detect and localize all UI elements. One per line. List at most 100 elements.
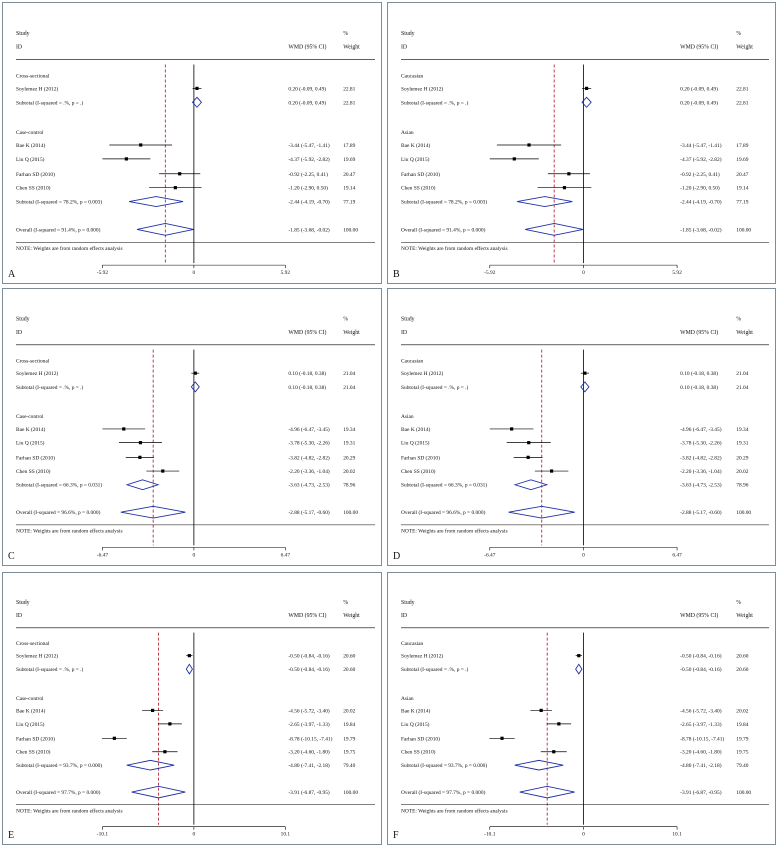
header-wmd: WMD (95% CI): [288, 44, 326, 51]
forest-plot-svg: Study ID WMD (95% CI)% Weight Cross-sectiona…: [8, 31, 375, 280]
study-label: Chen SS (2010): [401, 185, 436, 192]
note-text: NOTE: Weights are from random effects an…: [16, 245, 123, 252]
subtotal-diamond: [575, 663, 583, 675]
study-label: Farhan SD (2010): [16, 171, 55, 178]
weight-value: 100.00: [736, 510, 751, 516]
header-weight: Weight: [343, 45, 360, 51]
ci-value: -3.63 (-4.73, -2.53): [680, 482, 722, 489]
subtotal-label: Subtotal (I-squared = .%, p = .): [16, 384, 84, 391]
ci-value: -2.20 (-3.36, -1.04): [288, 468, 330, 475]
ci-value: -8.78 (-10.15, -7.41): [680, 735, 724, 742]
ci-value: -0.92 (-2.25, 0.41): [680, 171, 720, 178]
point-estimate: [178, 172, 182, 176]
header-wmd: WMD (95% CI): [288, 329, 326, 336]
weight-value: 19.75: [736, 750, 748, 756]
overall-label: Overall (I-squared = 97.7%, p = 0.000): [401, 789, 486, 796]
weight-value: 19.14: [343, 186, 355, 192]
subtotal-diamond: [126, 759, 175, 771]
point-estimate: [557, 722, 561, 726]
weight-value: 20.60: [736, 654, 748, 660]
ci-value: 0.20 (-0.09, 0.49): [288, 99, 326, 106]
overall-diamond: [120, 505, 186, 519]
study-label: Bae K (2014): [16, 142, 46, 149]
study-label: Farhan SD (2010): [401, 171, 440, 178]
weight-value: 100.00: [343, 227, 358, 233]
weight-value: 20.02: [736, 708, 748, 714]
header-weight: Weight: [343, 613, 360, 619]
header-id: ID: [16, 45, 22, 51]
ci-value: -0.50 (-0.84, -0.16): [288, 666, 330, 673]
ci-value: 0.10 (-0.18, 0.38): [680, 384, 718, 391]
weight-value: 20.02: [343, 469, 355, 475]
overall-diamond: [525, 222, 584, 236]
point-estimate: [122, 427, 126, 431]
group-heading: Cross-sectional: [16, 358, 50, 364]
group-heading: Asian: [401, 130, 414, 136]
study-label: Farhan SD (2010): [16, 735, 55, 742]
study-label: Farhan SD (2010): [401, 454, 440, 461]
point-estimate: [163, 750, 167, 754]
header-percent: %: [736, 31, 741, 37]
ci-value: -2.20 (-3.36, -1.04): [680, 468, 722, 475]
ci-value: -3.82 (-4.82, -2.82): [680, 454, 722, 461]
overall-label: Overall (I-squared = 97.7%, p = 0.000): [16, 789, 101, 796]
ci-value: -2.65 (-3.97, -1.33): [288, 721, 330, 728]
subtotal-diamond: [125, 479, 160, 491]
forest-plot-svg: Study ID WMD (95% CI)% Weight Cross-sectiona…: [8, 316, 375, 562]
panel-letter: C: [8, 551, 15, 562]
weight-value: 100.00: [736, 227, 751, 233]
point-estimate: [112, 736, 116, 740]
ci-value: -3.44 (-5.47, -1.41): [680, 142, 722, 149]
weight-value: 22.81: [343, 100, 355, 106]
x-tick-label: -6.47: [484, 552, 496, 558]
subtotal-label: Subtotal (I-squared = 78.2%, p = 0.003): [16, 199, 102, 206]
study-label: Soylemez H (2012): [16, 85, 58, 92]
x-tick-label: 10.1: [672, 832, 682, 838]
overall-label: Overall (I-squared = 96.6%, p = 0.000): [401, 509, 486, 516]
overall-diamond: [136, 222, 194, 236]
weight-value: 78.96: [736, 483, 748, 489]
subtotal-label: Subtotal (I-squared = 93.7%, p = 0.000): [401, 762, 487, 769]
x-tick-label: 6.47: [281, 552, 291, 558]
weight-value: 21.04: [736, 371, 748, 377]
ci-value: -4.56 (-5.72, -3.40): [288, 707, 330, 714]
weight-value: 77.19: [736, 200, 748, 206]
ci-value: -2.88 (-5.17, -0.60): [288, 509, 330, 516]
subtotal-diamond: [129, 196, 184, 208]
point-estimate: [500, 736, 504, 740]
header-id: ID: [16, 613, 22, 619]
group-heading: Caucasian: [401, 641, 423, 647]
ci-value: -4.37 (-5.92, -2.82): [680, 156, 722, 163]
weight-value: 19.79: [343, 736, 355, 742]
study-label: Bae K (2014): [16, 707, 46, 714]
point-estimate: [139, 143, 143, 147]
ci-value: -8.78 (-10.15, -7.41): [288, 735, 332, 742]
group-heading: Cross-sectional: [16, 641, 50, 647]
header-wmd: WMD (95% CI): [680, 329, 718, 336]
weight-value: 20.29: [736, 455, 748, 461]
weight-value: 19.34: [736, 427, 748, 433]
group-heading: Case-control: [16, 696, 44, 702]
ci-value: 0.20 (-0.09, 0.49): [288, 85, 326, 92]
group-heading: Case-control: [16, 130, 44, 136]
weight-value: 21.04: [343, 385, 355, 391]
panel-letter: A: [8, 269, 16, 280]
study-label: Chen SS (2010): [16, 185, 51, 192]
ci-value: -0.92 (-2.25, 0.41): [288, 171, 328, 178]
overall-label: Overall (I-squared = 96.6%, p = 0.000): [16, 509, 101, 516]
point-estimate: [577, 654, 581, 658]
note-text: NOTE: Weights are from random effects an…: [16, 528, 123, 535]
x-tick-label: -5.92: [484, 270, 496, 276]
subtotal-label: Subtotal (I-squared = 66.3%, p = 0.031): [401, 482, 487, 489]
study-label: Soylemez H (2012): [16, 370, 58, 377]
study-label: Farhan SD (2010): [16, 454, 55, 461]
ci-value: -4.80 (-7.41, -2.18): [680, 762, 722, 769]
ci-value: -1.85 (-3.68, -0.02): [680, 226, 722, 233]
overall-diamond: [508, 505, 575, 519]
header-percent: %: [343, 600, 348, 606]
ci-value: -4.80 (-7.41, -2.18): [288, 762, 330, 769]
weight-value: 19.75: [343, 750, 355, 756]
overall-label: Overall (I-squared = 91.4%, p = 0.000): [401, 226, 486, 233]
ci-value: -4.96 (-6.47, -3.45): [288, 426, 330, 433]
study-label: Chen SS (2010): [401, 468, 436, 475]
